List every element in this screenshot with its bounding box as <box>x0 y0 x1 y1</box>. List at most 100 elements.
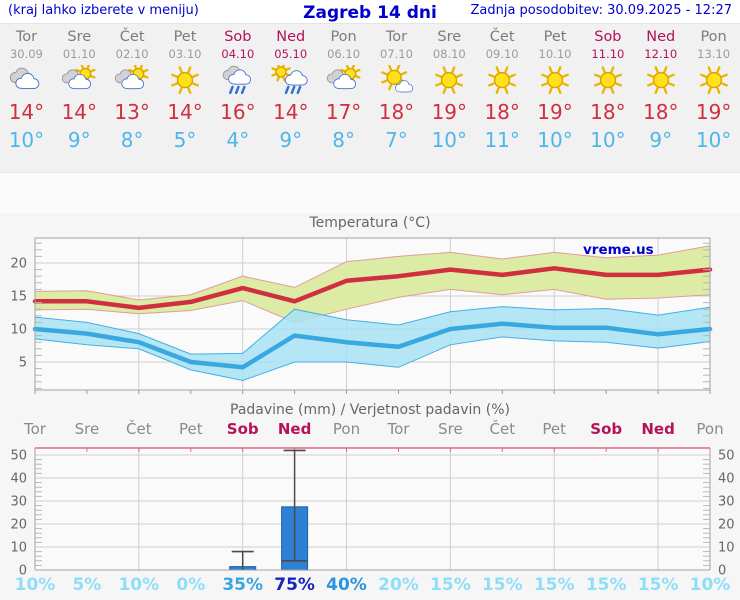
svg-text:50: 50 <box>718 449 735 464</box>
partly-cloudy-icon <box>53 64 106 99</box>
day-date: 13.10 <box>697 46 731 61</box>
min-temperature: 10° <box>431 127 468 152</box>
min-temperature: 10° <box>590 127 626 152</box>
max-temperature: 18° <box>590 99 626 124</box>
forecast-day-column: Tor 07.10 18° 7° <box>370 24 423 172</box>
temperature-chart-title: Temperatura (°C) <box>309 215 431 231</box>
svg-text:Čet: Čet <box>126 419 152 438</box>
svg-text:40: 40 <box>718 472 735 487</box>
day-name: Sre <box>437 29 462 45</box>
day-date: 30.09 <box>9 46 43 61</box>
svg-text:15: 15 <box>10 290 27 305</box>
precipitation-probability: 5% <box>72 575 101 595</box>
sunny-icon <box>476 64 529 99</box>
svg-text:30: 30 <box>10 495 27 510</box>
svg-text:10: 10 <box>10 323 27 338</box>
max-temperature: 17° <box>325 99 362 124</box>
precipitation-probability: 75% <box>274 575 315 595</box>
svg-text:5: 5 <box>19 356 27 371</box>
precipitation-probability: 20% <box>378 575 419 595</box>
forecast-day-column: Čet 09.10 18° 11° <box>476 24 529 172</box>
max-temperature: 16° <box>220 99 256 124</box>
day-date: 03.10 <box>168 46 202 61</box>
day-date: 02.10 <box>115 46 149 61</box>
forecast-day-column: Pon 06.10 17° 8° <box>317 24 370 172</box>
rain-icon <box>211 64 264 99</box>
day-date: 11.10 <box>591 46 625 61</box>
forecast-day-column: Sob 04.10 16° 4° <box>211 24 264 172</box>
day-name: Ned <box>646 29 676 45</box>
svg-text:0: 0 <box>19 564 27 579</box>
svg-text:Pon: Pon <box>333 420 360 438</box>
min-temperature: 8° <box>120 127 144 152</box>
day-date: 12.10 <box>644 46 678 61</box>
precipitation-probability: 10% <box>690 575 731 595</box>
day-name: Pon <box>330 29 357 45</box>
svg-text:Sre: Sre <box>75 420 100 438</box>
svg-text:Čet: Čet <box>490 419 516 438</box>
location-hint-text: (kraj lahko izberete v meniju) <box>8 3 199 18</box>
svg-text:20: 20 <box>718 518 735 533</box>
forecast-day-column: Pon 13.10 19° 10° <box>687 24 740 172</box>
day-date: 05.10 <box>274 46 308 61</box>
svg-text:20: 20 <box>10 518 27 533</box>
svg-text:Pon: Pon <box>696 420 723 438</box>
svg-text:Sob: Sob <box>227 420 259 438</box>
forecast-day-column: Sre 01.10 14° 9° <box>53 24 106 172</box>
day-name: Pet <box>543 29 567 45</box>
min-temperature: 8° <box>332 127 355 152</box>
sunny-icon <box>687 64 740 99</box>
watermark-link[interactable]: vreme.us <box>583 242 654 258</box>
day-date: 10.10 <box>538 46 572 61</box>
day-name: Sob <box>594 29 622 45</box>
section-spacer <box>0 173 740 213</box>
page-title: Zagreb 14 dni <box>303 3 437 23</box>
day-name: Sob <box>224 29 252 45</box>
day-name: Sre <box>67 29 92 45</box>
min-temperature: 10° <box>695 127 732 152</box>
min-temperature: 9° <box>649 127 673 152</box>
max-temperature: 14° <box>273 99 309 124</box>
svg-text:10: 10 <box>718 541 735 556</box>
day-date: 06.10 <box>327 46 361 61</box>
svg-text:0: 0 <box>718 564 726 579</box>
page-header: (kraj lahko izberete v meniju) Zagreb 14… <box>0 0 740 23</box>
svg-text:50: 50 <box>10 449 27 464</box>
precipitation-probability: 40% <box>326 575 367 595</box>
precipitation-probability: 15% <box>482 575 523 595</box>
max-temperature: 19° <box>537 99 573 124</box>
min-temperature: 10° <box>8 127 45 152</box>
svg-text:20: 20 <box>10 257 27 272</box>
min-temperature: 5° <box>173 127 197 152</box>
forecast-day-column: Tor 30.09 14° 10° <box>0 24 53 172</box>
day-name: Tor <box>15 29 38 45</box>
max-temperature: 19° <box>431 99 468 124</box>
min-temperature: 10° <box>537 127 573 152</box>
precipitation-probability: 15% <box>586 575 627 595</box>
charts-section: Temperatura (°C) 5 10 15 20 vreme.us Padavin… <box>0 213 740 600</box>
max-temperature: 14° <box>61 99 98 124</box>
max-temperature: 13° <box>114 99 150 124</box>
forecast-day-column: Pet 10.10 19° 10° <box>529 24 582 172</box>
sunny-icon <box>159 64 212 99</box>
max-temperature: 18° <box>643 99 679 124</box>
day-name: Ned <box>276 29 306 45</box>
max-temperature: 14° <box>167 99 203 124</box>
svg-text:30: 30 <box>718 495 735 510</box>
day-name: Pet <box>173 29 197 45</box>
sunny-icon <box>634 64 687 99</box>
precipitation-probability: 15% <box>534 575 575 595</box>
precipitation-probability: 10% <box>118 575 159 595</box>
sun-rain-icon <box>264 64 317 99</box>
svg-text:Sre: Sre <box>438 420 463 438</box>
sunny-icon <box>581 64 634 99</box>
max-temperature: 18° <box>484 99 520 124</box>
partly-cloudy-icon <box>317 64 370 99</box>
day-name: Tor <box>385 29 408 45</box>
precipitation-chart: Tor Sre Čet Pet Sob Ned Pon Tor Sre Čet Pet Sob Ned P… <box>10 419 735 595</box>
partly-cloudy-icon <box>106 64 159 99</box>
svg-text:Ned: Ned <box>278 420 311 438</box>
day-name: Čet <box>489 29 515 45</box>
svg-text:40: 40 <box>10 472 27 487</box>
